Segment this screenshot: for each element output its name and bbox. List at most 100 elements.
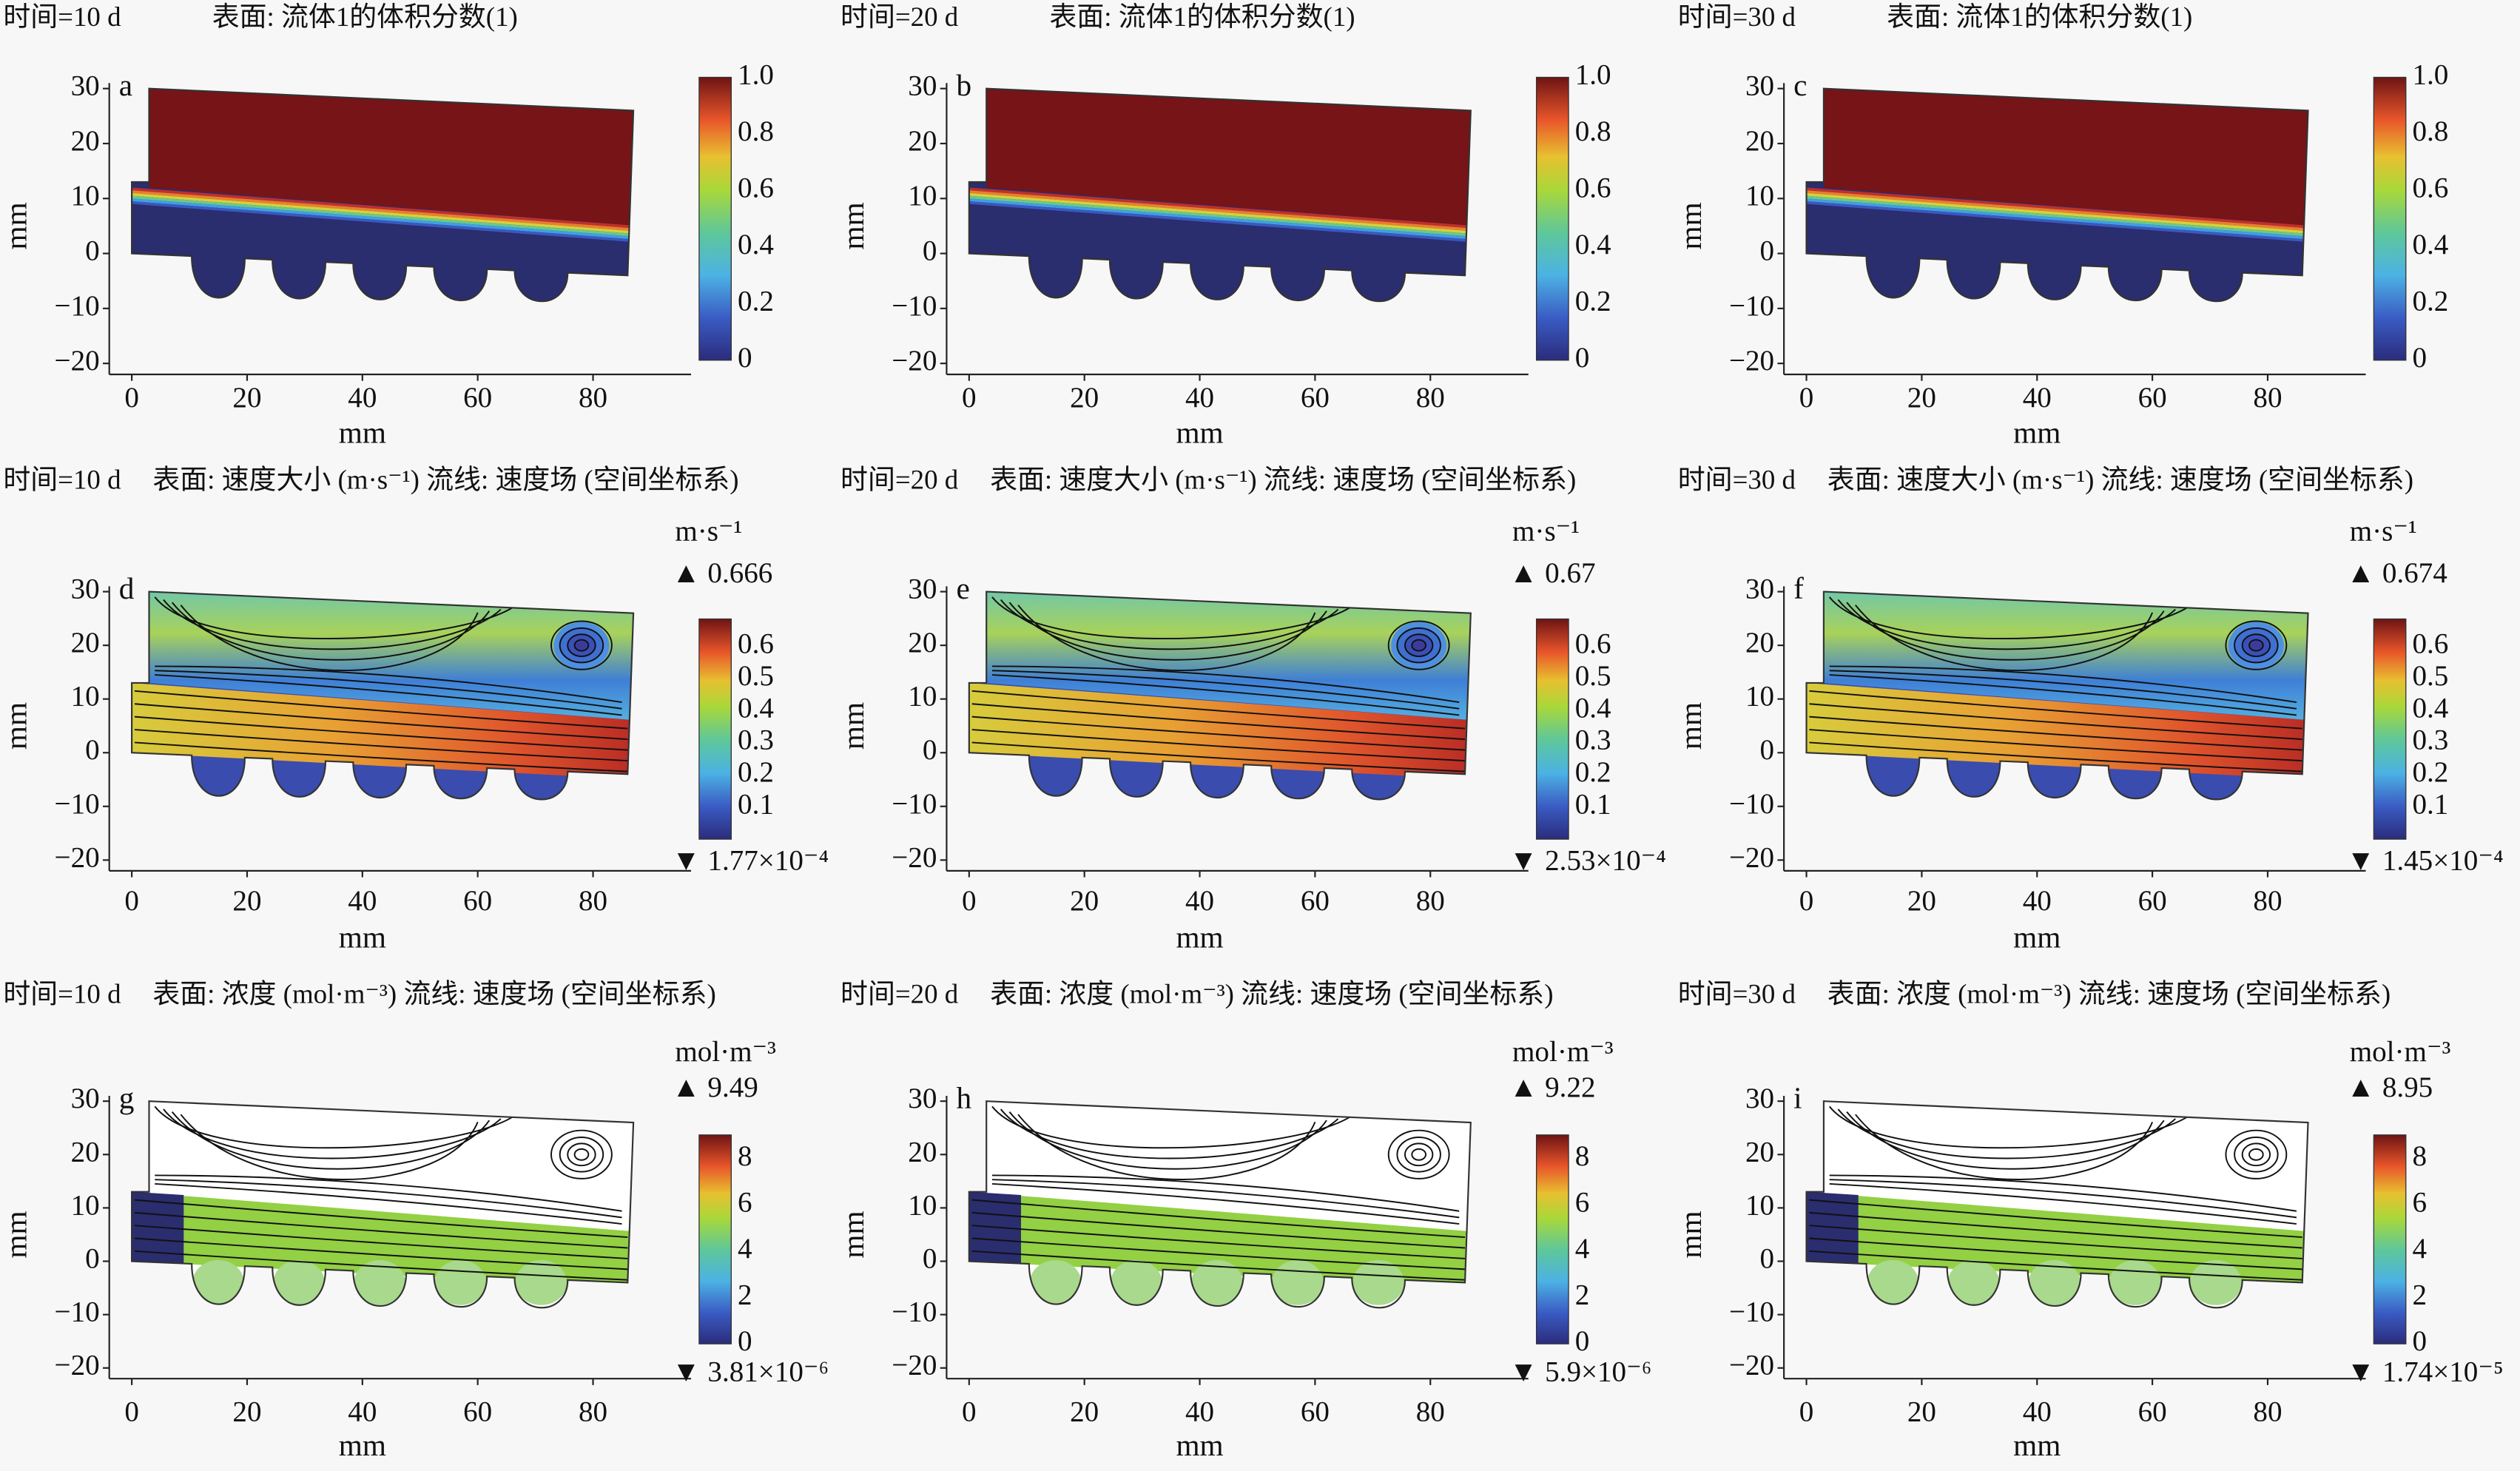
y-tick-label: −10 [55, 1296, 100, 1328]
vortex-streamline [2241, 1142, 2271, 1167]
streamline [134, 1250, 628, 1281]
y-tick-label: −20 [55, 1350, 100, 1381]
domain-outline [968, 1100, 1472, 1309]
colorbar [1535, 618, 1569, 840]
axes [103, 1095, 692, 1385]
x-tick-label: 40 [348, 382, 377, 414]
streamline [971, 1211, 1466, 1249]
panel-letter: b [956, 68, 971, 102]
y-tick-label: −20 [892, 1350, 937, 1381]
colorbar-min-label: ▼ 2.53×10⁻⁴ [1509, 845, 1666, 877]
y-tick-label: 10 [1745, 681, 1774, 713]
x-tick-label: 20 [232, 885, 261, 917]
streamline [155, 1179, 622, 1219]
x-tick-label: 60 [2138, 1396, 2167, 1428]
colorbar-tick-label: 0.1 [738, 789, 774, 821]
colorbar-tick-label: 0.5 [1575, 660, 1611, 692]
streamline [134, 1211, 628, 1249]
colorbar-tick-label: 0.5 [2412, 660, 2448, 692]
axes [940, 586, 1529, 878]
streamline [155, 1174, 622, 1212]
colorbar-tick-label: 0.8 [2412, 115, 2448, 147]
y-tick-label: 0 [923, 235, 937, 267]
streamline [155, 674, 622, 716]
colorbar-tick-label: 4 [2412, 1233, 2427, 1265]
field-surface [132, 88, 634, 302]
panel-time-label: 时间=10 d [3, 978, 121, 1009]
vortex-streamline [1411, 1148, 1427, 1161]
x-axis-label: mm [339, 415, 386, 449]
panel-a: 时间=10 d 表面: 流体1的体积分数(1) 30 20 10 0 −10 −20 0 20 40… [0, 1, 774, 450]
y-tick-label: 30 [71, 573, 100, 605]
y-tick-label: 30 [908, 573, 937, 605]
y-axis-label: mm [1674, 702, 1708, 750]
streamline [1017, 1114, 1316, 1180]
panel-letter: h [956, 1081, 971, 1115]
colorbar-tick-label: 1.0 [1575, 58, 1611, 90]
panel-h: 时间=20 d 表面: 浓度 (mol·m⁻³) 流线: 速度场 (空间坐标系) 3… [836, 978, 1651, 1461]
x-axis-label: mm [2013, 920, 2061, 954]
colorbar-tick-label: 0.8 [1575, 115, 1611, 147]
streamline [1855, 605, 2154, 671]
x-tick-label: 80 [2253, 382, 2282, 414]
x-tick-label: 80 [1416, 1396, 1445, 1428]
vortex-streamline [559, 627, 604, 664]
x-tick-label: 40 [1185, 885, 1214, 917]
y-tick-label: 0 [1760, 235, 1775, 267]
colorbar-tick-label: 2 [1575, 1279, 1590, 1311]
x-tick-label: 0 [962, 382, 977, 414]
panel-letter: a [119, 68, 132, 102]
panel-title: 表面: 浓度 (mol·m⁻³) 流线: 速度场 (空间坐标系) [152, 978, 715, 1009]
x-tick-label: 80 [579, 1396, 607, 1428]
panel-letter: f [1793, 571, 1804, 605]
x-tick-label: 40 [2023, 1396, 2052, 1428]
panel-time-label: 时间=10 d [3, 464, 121, 494]
streamline [971, 716, 1466, 751]
panel-i: 时间=30 d 表面: 浓度 (mol·m⁻³) 流线: 速度场 (空间坐标系) 3… [1674, 978, 2504, 1461]
streamline [134, 741, 628, 772]
y-tick-label: 10 [71, 1189, 100, 1221]
y-tick-label: 20 [71, 627, 100, 659]
colorbar-unit: m·s⁻¹ [1512, 515, 1580, 547]
panel-time-label: 时间=30 d [1678, 978, 1796, 1009]
streamline [1809, 716, 2302, 751]
vortex-streamline [2248, 639, 2264, 652]
streamline [180, 1114, 479, 1180]
streamline [1829, 1182, 2297, 1225]
streamline [180, 605, 479, 671]
colorbar-tick-label: 4 [738, 1233, 752, 1265]
streamlines [1809, 596, 2302, 772]
colorbar-tick-label: 0.4 [738, 229, 774, 260]
colorbar-tick-label: 0.4 [1575, 229, 1611, 260]
streamline [971, 1250, 1466, 1281]
x-tick-label: 60 [463, 1396, 492, 1428]
colorbar-tick-label: 2 [738, 1279, 752, 1311]
x-tick-label: 80 [1416, 382, 1445, 414]
colorbar-tick-label: 8 [2412, 1140, 2427, 1172]
x-tick-label: 20 [1070, 885, 1099, 917]
domain-outline [131, 87, 635, 303]
x-axis-label: mm [339, 920, 386, 954]
y-tick-label: 10 [71, 681, 100, 713]
panel-b: 时间=20 d 表面: 流体1的体积分数(1) 30 20 10 0 −10 −20 0 20 40… [836, 1, 1611, 450]
colorbar-min-label: ▼ 1.74×10⁻⁵ [2346, 1356, 2503, 1387]
streamline [991, 674, 1460, 716]
colorbar-max-label: ▲ 0.666 [672, 557, 772, 589]
x-axis-label: mm [339, 1428, 386, 1462]
axes [1777, 83, 2366, 381]
panel-title: 表面: 速度大小 (m·s⁻¹) 流线: 速度场 (空间坐标系) [990, 464, 1576, 495]
y-axis-label: mm [1674, 1211, 1708, 1258]
panel-d: 时间=10 d 表面: 速度大小 (m·s⁻¹) 流线: 速度场 (空间坐标系) 3… [0, 464, 829, 954]
vortex-streamline [2241, 633, 2271, 658]
x-tick-label: 80 [579, 885, 607, 917]
vortex-streamline [1396, 1137, 1441, 1173]
x-tick-label: 60 [2138, 885, 2167, 917]
y-tick-label: 0 [923, 734, 937, 766]
x-axis-label: mm [1176, 1428, 1223, 1462]
streamline [1855, 1114, 2154, 1180]
axes [103, 586, 692, 878]
vortex-streamline [567, 633, 596, 658]
colorbar-unit: mol·m⁻³ [675, 1036, 776, 1068]
vortex-streamline [573, 1148, 590, 1161]
vortex-streamline [550, 1129, 613, 1179]
